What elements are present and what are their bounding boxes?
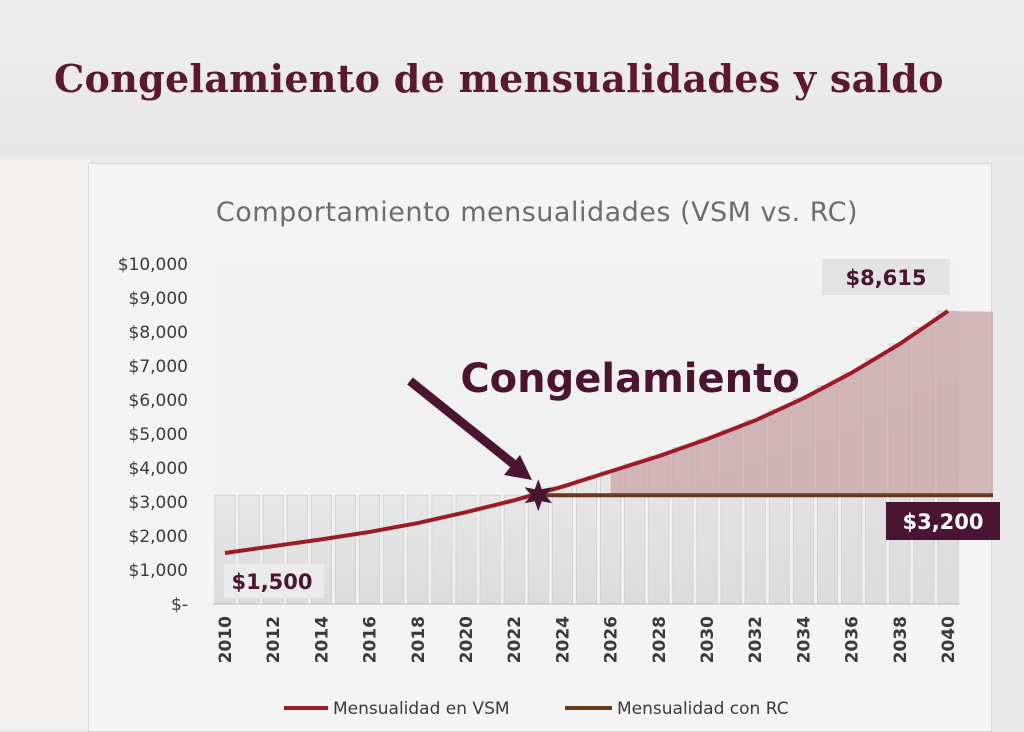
- start-label-box: [224, 564, 324, 598]
- x-tick-label: 2038: [891, 616, 911, 663]
- start-value-label: $1,500: [231, 570, 312, 594]
- arrow-icon: [407, 377, 519, 470]
- decorative-background: [0, 160, 90, 730]
- x-tick-label: 2028: [650, 616, 670, 663]
- year-band: [479, 494, 501, 605]
- year-band: [383, 494, 405, 605]
- arrow-head-icon: [504, 455, 532, 480]
- x-tick-label: 2034: [794, 616, 814, 663]
- year-band: [503, 494, 525, 605]
- year-band: [359, 494, 381, 605]
- y-tick-label: $9,000: [129, 289, 188, 309]
- y-tick-label: $10,000: [118, 255, 188, 275]
- rc-label-box: [886, 502, 1000, 540]
- star-icon: [524, 479, 553, 512]
- x-tick-label: 2030: [698, 616, 718, 663]
- x-tick-label: 2012: [264, 616, 284, 663]
- x-tick-label: 2018: [409, 616, 429, 663]
- y-tick-label: $6,000: [129, 391, 188, 411]
- x-tick-label: 2040: [939, 616, 959, 663]
- end-value-label: $8,615: [845, 266, 926, 290]
- slide-header: [0, 0, 1024, 155]
- x-tick-label: 2016: [361, 616, 381, 663]
- x-tick-label: 2010: [216, 616, 236, 663]
- legend-label-vsm: Mensualidad en VSM: [333, 699, 510, 719]
- legend-label-rc: Mensualidad con RC: [617, 699, 789, 719]
- y-tick-label: $2,000: [129, 527, 188, 547]
- y-tick-label: $7,000: [129, 357, 188, 377]
- x-tick-label: 2036: [843, 616, 863, 663]
- x-tick-label: 2014: [312, 616, 332, 663]
- y-tick-label: $5,000: [129, 425, 188, 445]
- slide-title: Congelamiento de mensualidades y saldo: [54, 56, 944, 101]
- year-band: [407, 494, 429, 605]
- year-band: [575, 478, 598, 605]
- rc-value-label: $3,200: [902, 510, 983, 534]
- x-tick-label: 2020: [457, 616, 477, 663]
- x-tick-label: 2022: [505, 616, 525, 663]
- y-tick-label: $4,000: [129, 459, 188, 479]
- series-line-vsm: [224, 309, 950, 555]
- shaded-area: [610, 311, 993, 496]
- end-label-box: [822, 259, 950, 295]
- year-band: [431, 494, 453, 605]
- year-band: [551, 486, 573, 605]
- x-tick-label: 2032: [746, 616, 766, 663]
- y-tick-label: $3,000: [129, 493, 188, 513]
- year-band: [334, 494, 357, 605]
- y-tick-label: $-: [171, 595, 188, 615]
- x-tick-label: 2024: [553, 616, 573, 663]
- y-tick-label: $8,000: [129, 323, 188, 343]
- x-tick-label: 2026: [602, 616, 622, 663]
- freeze-label: Congelamiento: [460, 356, 799, 402]
- chart-title: Comportamiento mensualidades (VSM vs. RC…: [216, 197, 858, 228]
- y-tick-label: $1,000: [129, 561, 188, 581]
